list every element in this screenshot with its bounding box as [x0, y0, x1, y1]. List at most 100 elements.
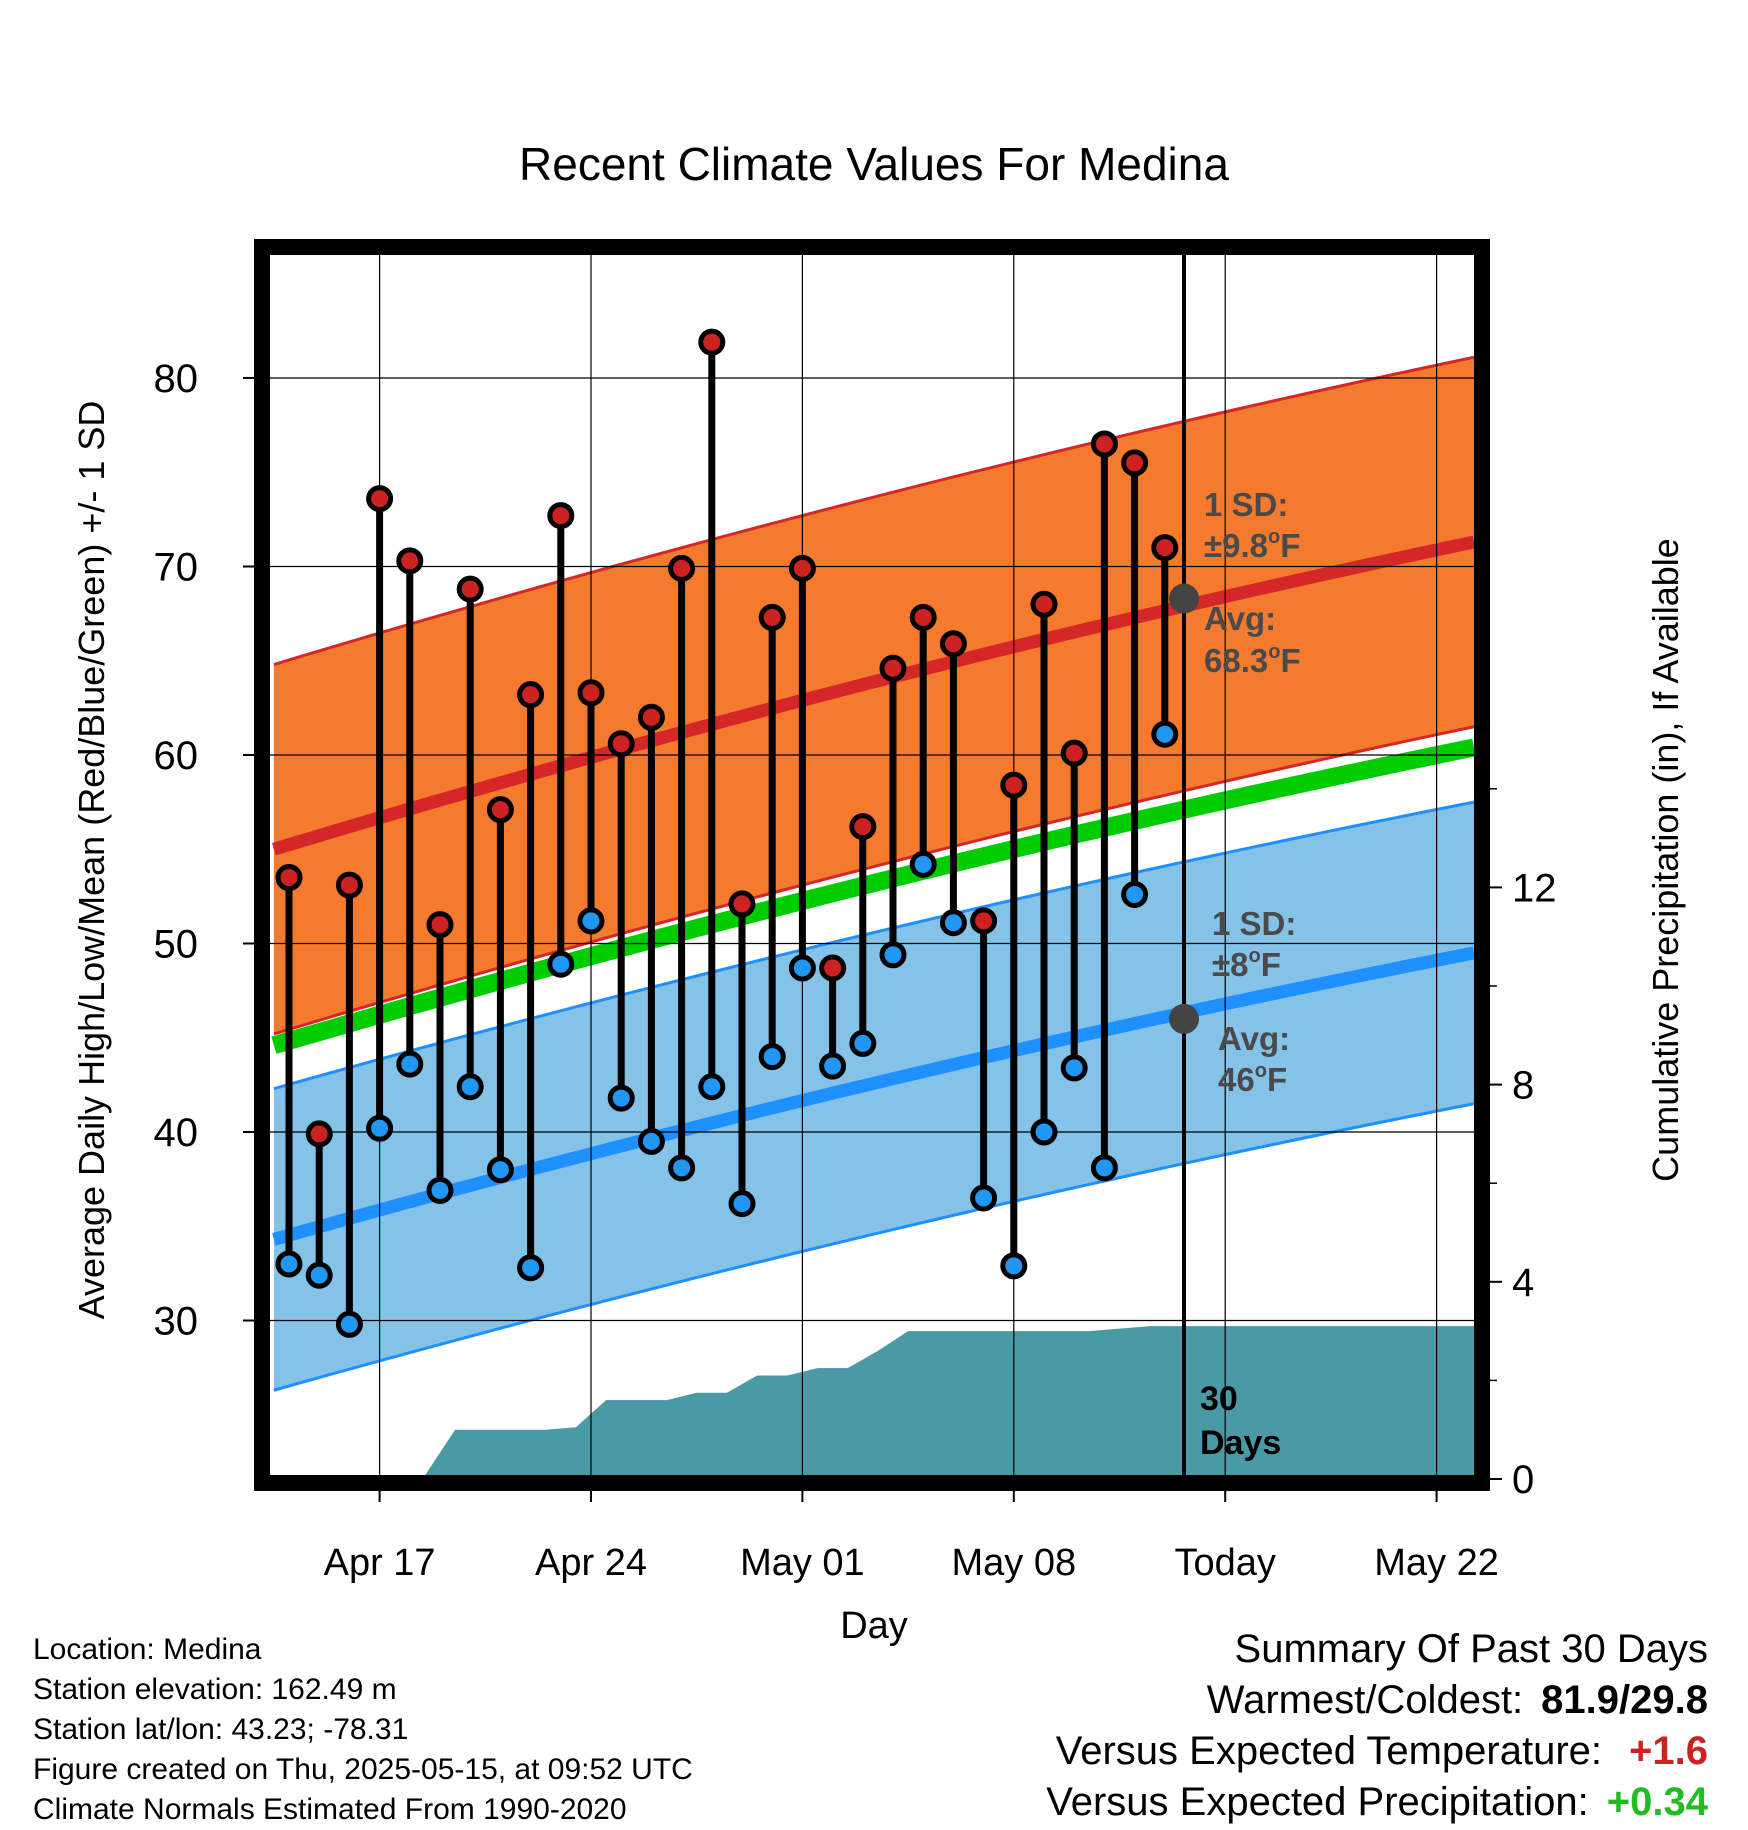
daily-low-point	[305, 1261, 333, 1289]
daily-low-point	[366, 1114, 394, 1142]
info-created: Figure created on Thu, 2025-05-15, at 09…	[33, 1753, 693, 1786]
y2-tick-label-8: 8	[1512, 1064, 1534, 1108]
daily-high-point	[396, 547, 424, 575]
daily-high-point	[1151, 534, 1179, 562]
daily-high-point	[970, 907, 998, 935]
normal-low-line	[272, 946, 1476, 1246]
daily-high-point	[486, 796, 514, 824]
low-avg-marker	[1169, 1003, 1199, 1034]
normal-high-band-upper-edge	[273, 355, 1475, 666]
daily-low-point	[547, 950, 575, 978]
daily-low-point	[819, 1052, 847, 1080]
x-tick-label-4: Today	[1174, 1542, 1275, 1584]
daily-high-point	[366, 485, 394, 513]
y-tick-label-60: 60	[154, 734, 199, 778]
summary-title: Summary Of Past 30 Days	[1234, 1627, 1708, 1671]
y-tick-label-80: 80	[154, 357, 199, 401]
summary-precip-label: Versus Expected Precipitation:	[1046, 1780, 1589, 1824]
summary-warm-cold-row: Warmest/Coldest: 81.9/29.8	[1046, 1675, 1708, 1726]
y-tick-label-30: 30	[154, 1300, 199, 1344]
summary-temp-value: +1.6	[1629, 1729, 1708, 1773]
summary-warm-cold-label: Warmest/Coldest:	[1206, 1678, 1524, 1722]
daily-low-point	[1121, 880, 1149, 908]
daily-low-point	[728, 1190, 756, 1218]
daily-low-point	[456, 1073, 484, 1101]
normal-low-band	[273, 802, 1474, 1391]
daily-low-point	[1090, 1154, 1118, 1182]
y2-tick-label-4: 4	[1512, 1261, 1534, 1305]
summary-precip-value: +0.34	[1606, 1780, 1708, 1824]
daily-high-point	[517, 681, 545, 709]
y-axis-label: Average Daily High/Low/Mean (Red/Blue/Gr…	[71, 401, 112, 1320]
daily-high-point	[1121, 449, 1149, 477]
daily-low-point	[486, 1156, 514, 1184]
info-latlon: Station lat/lon: 43.23; -78.31	[33, 1713, 409, 1746]
normal-high-line	[272, 535, 1476, 856]
normal-high-band-lower-edge	[273, 725, 1475, 1036]
daily-high-point	[637, 703, 665, 731]
summary-precip-row: Versus Expected Precipitation: +0.34	[1046, 1777, 1708, 1828]
normal-mean-line	[271, 738, 1476, 1054]
daily-high-point	[879, 654, 907, 682]
daily-low-point	[577, 907, 605, 935]
info-elevation: Station elevation: 162.49 m	[33, 1673, 397, 1706]
daily-high-point	[849, 813, 877, 841]
normal-high-band	[273, 357, 1474, 1034]
daily-high-point	[577, 679, 605, 707]
daily-high-point	[788, 554, 816, 582]
daily-high-point	[426, 911, 454, 939]
low-avg-label: Avg:	[1218, 1020, 1290, 1057]
daily-low-point	[275, 1250, 303, 1278]
y2-tick-label-12: 12	[1512, 866, 1557, 910]
daily-low-point	[668, 1154, 696, 1182]
daily-high-point	[728, 890, 756, 918]
daily-high-point	[1060, 739, 1088, 767]
daily-low-point	[788, 954, 816, 982]
low-sd-label: 1 SD:	[1212, 905, 1296, 942]
daily-low-point	[698, 1073, 726, 1101]
daily-high-point	[909, 603, 937, 631]
low-avg-value: 46oF	[1218, 1060, 1287, 1098]
high-avg-value: 68.3oF	[1204, 641, 1301, 679]
daily-high-point	[547, 502, 575, 530]
daily-low-point	[517, 1254, 545, 1282]
chart-title: Recent Climate Values For Medina	[519, 138, 1229, 190]
daily-low-point	[1000, 1252, 1028, 1280]
precipitation-area	[273, 1326, 1474, 1479]
daily-low-point	[970, 1184, 998, 1212]
high-sd-label: 1 SD:	[1204, 486, 1288, 523]
daily-high-point	[819, 954, 847, 982]
plot-frame	[254, 239, 1490, 1491]
daily-low-point	[1030, 1118, 1058, 1146]
daily-high-point	[758, 603, 786, 631]
high-avg-label: Avg:	[1204, 600, 1276, 637]
x-tick-label-0: Apr 17	[324, 1542, 436, 1584]
station-info: Location: Medina Station elevation: 162.…	[33, 1630, 693, 1830]
daily-low-point	[939, 909, 967, 937]
high-sd-value: ±9.8oF	[1204, 526, 1300, 564]
daily-low-point	[637, 1127, 665, 1155]
window-label-number: 30	[1200, 1380, 1238, 1418]
daily-high-point	[1030, 590, 1058, 618]
summary-warm-cold-value: 81.9/29.8	[1541, 1678, 1708, 1722]
x-tick-label-5: May 22	[1374, 1542, 1499, 1584]
y-tick-label-70: 70	[154, 546, 199, 590]
low-sd-value: ±8oF	[1212, 945, 1281, 983]
daily-high-point	[1090, 430, 1118, 458]
daily-low-point	[758, 1043, 786, 1071]
daily-low-point	[879, 941, 907, 969]
summary-temp-row: Versus Expected Temperature: +1.6	[1046, 1726, 1708, 1777]
daily-high-point	[698, 328, 726, 356]
x-axis-label: Day	[840, 1605, 908, 1647]
daily-high-point	[335, 871, 363, 899]
daily-low-point	[396, 1050, 424, 1078]
x-tick-label-3: May 08	[951, 1542, 1076, 1584]
daily-low-point	[1060, 1054, 1088, 1082]
y2-tick-label-0: 0	[1512, 1458, 1534, 1502]
daily-low-point	[909, 850, 937, 878]
high-avg-marker	[1169, 583, 1199, 614]
y2-axis-label: Cumulative Precipitation (in), If Availa…	[1645, 538, 1686, 1182]
daily-low-point	[335, 1310, 363, 1338]
daily-high-point	[305, 1120, 333, 1148]
